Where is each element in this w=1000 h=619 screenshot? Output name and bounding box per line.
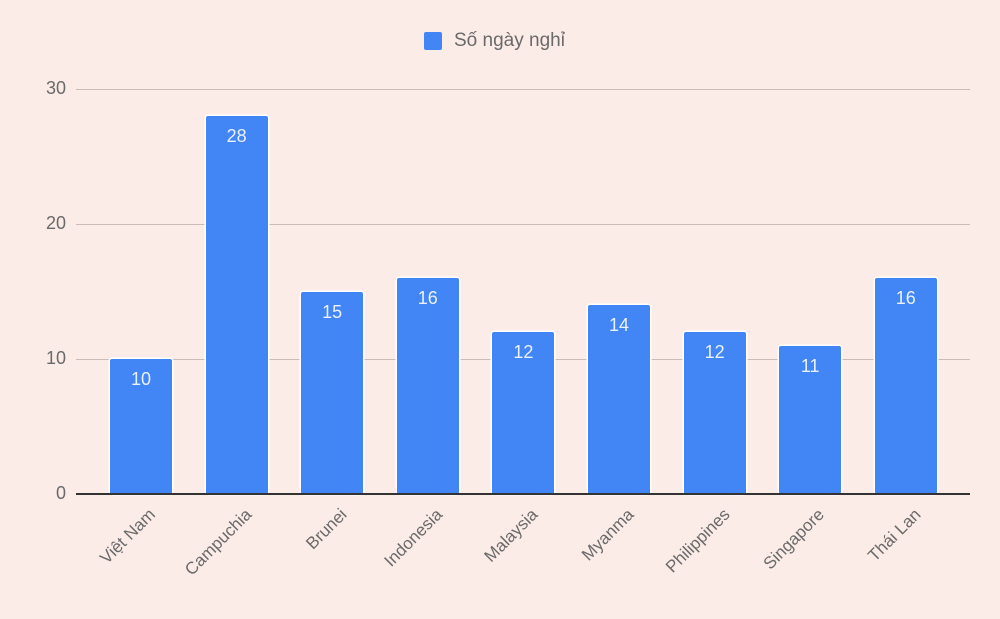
bar[interactable]: 28 [205,116,268,494]
y-axis-tick-label: 20 [45,213,66,233]
bar-value-label: 16 [895,288,916,308]
bar[interactable]: 16 [874,278,937,494]
x-axis-tick-label: Myanma [578,504,638,565]
y-axis-tick-label: 0 [55,483,66,503]
x-axis-tick-label: Brunei [302,504,351,554]
x-axis-tick-label: Indonesia [380,504,446,571]
bar-value-label: 11 [800,355,820,376]
bar[interactable]: 11 [779,345,842,494]
bar-value-label: 16 [417,288,438,308]
x-axis-tick-label: Philippines [661,504,734,577]
y-axis-tick-label: 10 [45,348,66,368]
x-axis-tick-label: Singapore [759,504,829,574]
gridline [76,89,970,90]
x-axis-baseline [76,493,970,495]
bar[interactable]: 15 [301,291,364,494]
x-axis-tick-label: Malaysia [480,504,542,566]
bar-value-label: 28 [226,126,247,146]
bar[interactable]: 16 [396,278,459,494]
bar-value-label: 14 [608,315,630,335]
legend-label: Số ngày nghỉ [454,30,565,51]
y-axis-tick-label: 30 [45,78,66,98]
bar-value-label: 10 [130,369,152,389]
x-axis-tick-label: Việt Nam [96,504,159,568]
legend-swatch [424,32,442,50]
bar-value-label: 12 [704,342,725,362]
bar[interactable]: 12 [492,332,555,494]
bar[interactable]: 14 [588,305,650,494]
chart-legend: Số ngày nghỉ [424,30,565,52]
x-axis-tick-label: Thái Lan [864,504,925,566]
gridline [76,224,970,225]
bar-value-label: 12 [513,342,534,362]
bar-value-label: 15 [322,301,343,322]
bar[interactable]: 12 [683,332,746,494]
x-axis-tick-label: Campuchia [180,504,255,580]
bar[interactable]: 10 [110,359,172,494]
